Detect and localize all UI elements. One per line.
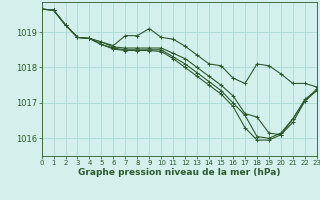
X-axis label: Graphe pression niveau de la mer (hPa): Graphe pression niveau de la mer (hPa)	[78, 168, 280, 177]
